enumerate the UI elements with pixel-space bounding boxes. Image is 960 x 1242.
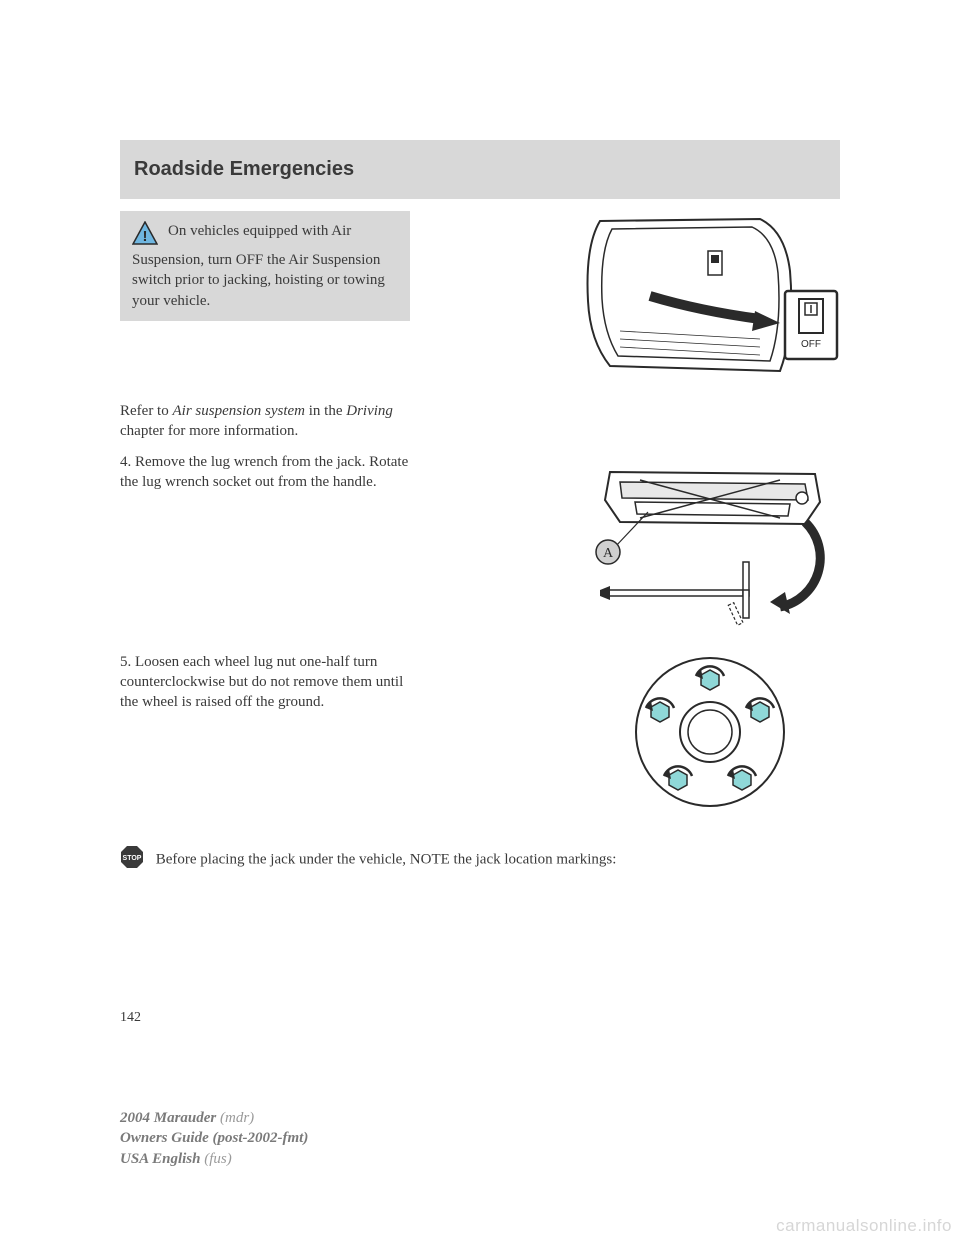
illustration-wheel-lugs bbox=[610, 652, 810, 812]
warning-callout: ! On vehicles equipped with Air Suspensi… bbox=[120, 211, 410, 321]
warning-bang: ! bbox=[143, 228, 148, 245]
step4-text: 4. Remove the lug wrench from the jack. … bbox=[120, 452, 410, 493]
row-step5: 5. Loosen each wheel lug nut one-half tu… bbox=[120, 652, 840, 827]
refer-mid: in the bbox=[305, 403, 346, 419]
chapter-title: Roadside Emergencies bbox=[134, 158, 826, 181]
footer-block: 2004 Marauder (mdr) Owners Guide (post-2… bbox=[120, 1108, 308, 1169]
stop-note: STOP Before placing the jack under the v… bbox=[120, 845, 840, 875]
refer-post: chapter for more information. bbox=[120, 423, 298, 439]
illustration-jack-wrench: A bbox=[580, 452, 840, 632]
footer-lang-code: (fus) bbox=[204, 1151, 232, 1167]
chapter-header: Roadside Emergencies bbox=[120, 140, 840, 199]
step5-text: 5. Loosen each wheel lug nut one-half tu… bbox=[120, 652, 410, 713]
refer-paragraph: Refer to Air suspension system in the Dr… bbox=[120, 401, 410, 442]
refer-ital1: Air suspension system bbox=[172, 403, 305, 419]
footer-guide: Owners Guide (post-2002-fmt) bbox=[120, 1130, 308, 1146]
stop-text: Before placing the jack under the vehicl… bbox=[156, 851, 617, 867]
watermark: carmanualsonline.info bbox=[776, 1216, 952, 1236]
row-warning: ! On vehicles equipped with Air Suspensi… bbox=[120, 211, 840, 401]
switch-off-label: OFF bbox=[801, 339, 821, 350]
manual-page: Roadside Emergencies ! On vehicles equip… bbox=[0, 0, 960, 875]
refer-ital2: Driving bbox=[346, 403, 393, 419]
jack-label-a: A bbox=[603, 546, 614, 561]
stop-label: STOP bbox=[123, 855, 142, 862]
footer-lang: USA English bbox=[120, 1151, 204, 1167]
warning-triangle-icon: ! bbox=[132, 221, 158, 250]
stop-icon: STOP bbox=[120, 845, 144, 875]
illustration-trunk-switch: OFF bbox=[580, 211, 840, 381]
footer-model-code: (mdr) bbox=[220, 1110, 254, 1126]
footer-model: 2004 Marauder bbox=[120, 1110, 220, 1126]
page-number: 142 bbox=[120, 1010, 141, 1026]
row-step4: 4. Remove the lug wrench from the jack. … bbox=[120, 452, 840, 652]
warning-text: On vehicles equipped with Air Suspension… bbox=[132, 223, 385, 309]
refer-pre: Refer to bbox=[120, 403, 172, 419]
